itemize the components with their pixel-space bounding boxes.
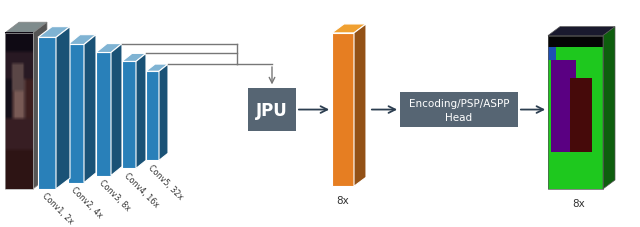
Text: JPU: JPU bbox=[256, 101, 288, 119]
Polygon shape bbox=[122, 54, 146, 62]
Text: Conv5, 32x: Conv5, 32x bbox=[146, 163, 184, 201]
Polygon shape bbox=[603, 27, 615, 189]
Polygon shape bbox=[354, 25, 366, 186]
Text: Conv2, 4x: Conv2, 4x bbox=[70, 185, 104, 219]
Text: 8x: 8x bbox=[337, 195, 349, 205]
Text: Encoding/PSP/ASPP
Head: Encoding/PSP/ASPP Head bbox=[409, 98, 509, 122]
Polygon shape bbox=[68, 35, 96, 45]
FancyBboxPatch shape bbox=[248, 89, 296, 131]
Polygon shape bbox=[146, 72, 159, 161]
Polygon shape bbox=[111, 44, 122, 176]
Polygon shape bbox=[332, 25, 366, 34]
Text: 8x: 8x bbox=[572, 198, 585, 208]
Polygon shape bbox=[33, 23, 47, 189]
Polygon shape bbox=[136, 54, 146, 169]
FancyBboxPatch shape bbox=[400, 92, 518, 128]
Polygon shape bbox=[332, 34, 354, 186]
Polygon shape bbox=[159, 65, 168, 161]
Polygon shape bbox=[96, 53, 111, 176]
Polygon shape bbox=[5, 23, 47, 34]
Polygon shape bbox=[122, 62, 136, 169]
Text: Conv4, 16x: Conv4, 16x bbox=[123, 170, 161, 208]
Text: Conv1, 2x: Conv1, 2x bbox=[40, 191, 76, 225]
Polygon shape bbox=[56, 27, 70, 189]
Polygon shape bbox=[84, 35, 96, 183]
Text: Conv3, 8x: Conv3, 8x bbox=[97, 178, 132, 212]
Polygon shape bbox=[68, 45, 84, 183]
Polygon shape bbox=[548, 27, 615, 36]
Polygon shape bbox=[38, 38, 56, 189]
Polygon shape bbox=[96, 44, 122, 53]
Polygon shape bbox=[146, 65, 168, 72]
Polygon shape bbox=[38, 27, 70, 38]
